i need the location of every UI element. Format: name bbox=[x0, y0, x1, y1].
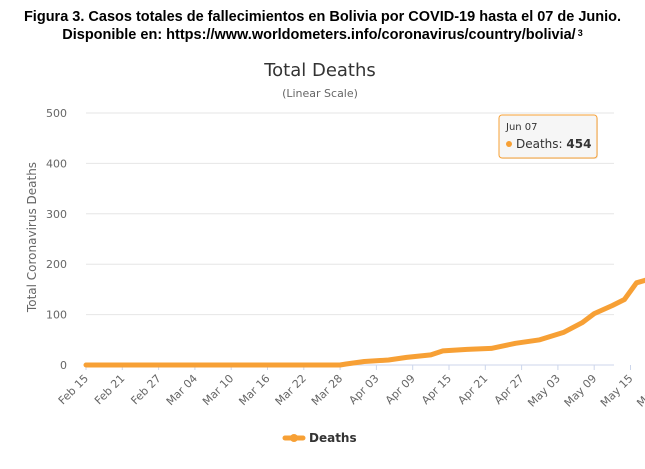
chart-title: Total Deaths bbox=[263, 60, 376, 81]
tooltip-series-dot bbox=[506, 141, 512, 147]
deaths-series[interactable] bbox=[83, 126, 645, 368]
tooltip-series-name: Deaths bbox=[516, 137, 559, 151]
tooltip-separator: : bbox=[559, 137, 567, 151]
deaths-line[interactable] bbox=[83, 136, 645, 368]
chart-subtitle: (Linear Scale) bbox=[282, 87, 358, 100]
tooltip-value-line: Deaths: 454 bbox=[516, 137, 591, 151]
legend-dot-marker bbox=[290, 434, 298, 442]
x-tick-label: Apr 27 bbox=[492, 372, 527, 407]
caption-reference: 3 bbox=[577, 28, 583, 38]
x-tick-label: Apr 21 bbox=[455, 372, 490, 407]
caption-line-1: Figura 3. Casos totales de fallecimiento… bbox=[23, 9, 622, 25]
legend-label-deaths: Deaths bbox=[309, 431, 357, 445]
x-tick-label: May 21 bbox=[634, 372, 645, 410]
caption-line-2: Disponible en: https://www.worldometers.… bbox=[0, 26, 645, 44]
x-tick-label: Mar 22 bbox=[273, 372, 309, 408]
x-tick-label: Feb 15 bbox=[56, 372, 91, 407]
x-tick-label: May 15 bbox=[598, 372, 636, 410]
x-tick-label: Mar 10 bbox=[200, 372, 236, 408]
tooltip-value: 454 bbox=[566, 137, 591, 151]
x-tick-label: May 09 bbox=[562, 372, 600, 410]
legend[interactable]: Deaths bbox=[282, 431, 357, 445]
y-tick-label: 100 bbox=[46, 309, 67, 322]
x-tick-label: Mar 28 bbox=[309, 372, 345, 408]
x-tick-label: Apr 09 bbox=[383, 372, 418, 407]
x-tick-label: Apr 15 bbox=[419, 372, 454, 407]
x-tick-label: Mar 04 bbox=[164, 372, 200, 408]
x-axis-ticks: Feb 15 Feb 21 Feb 27 Mar 04 Mar 10 Mar 16 Mar … bbox=[56, 365, 645, 410]
y-axis-label: Total Coronavirus Deaths bbox=[25, 162, 39, 313]
x-tick-label: Mar 16 bbox=[236, 372, 272, 408]
x-tick-label: Apr 03 bbox=[346, 372, 381, 407]
x-tick-label: May 03 bbox=[525, 372, 563, 410]
tooltip-date: Jun 07 bbox=[505, 122, 538, 133]
y-tick-label: 300 bbox=[46, 208, 67, 221]
y-axis-ticks: 0 100 200 300 400 500 bbox=[46, 107, 67, 372]
tooltip: Jun 07 Deaths: 454 bbox=[498, 114, 598, 159]
x-tick-label: Feb 27 bbox=[128, 372, 163, 407]
y-tick-label: 200 bbox=[46, 258, 67, 271]
y-tick-label: 500 bbox=[46, 107, 67, 120]
figure-caption: Figura 3. Casos totales de fallecimiento… bbox=[0, 8, 645, 44]
y-tick-label: 400 bbox=[46, 157, 67, 170]
y-tick-label: 0 bbox=[60, 359, 67, 372]
tooltip-box bbox=[498, 114, 598, 159]
caption-source-url: Disponible en: https://www.worldometers.… bbox=[62, 27, 576, 43]
x-tick-label: Feb 21 bbox=[92, 372, 127, 407]
